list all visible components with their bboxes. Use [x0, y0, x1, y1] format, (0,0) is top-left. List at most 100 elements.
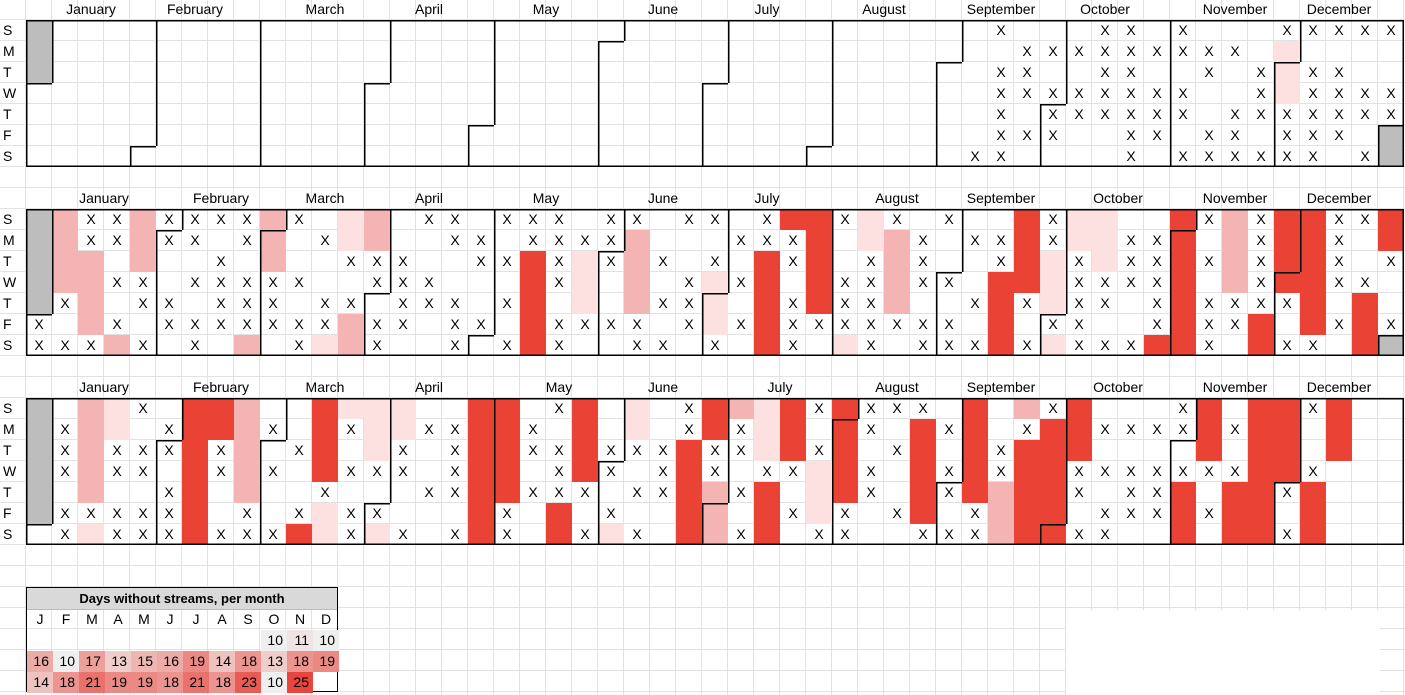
marked-day-cell: X [1256, 295, 1266, 311]
summary-value-cell [105, 630, 131, 651]
day-cell [520, 146, 546, 167]
red-day-cell [1352, 293, 1378, 314]
day-cell [442, 146, 468, 167]
day-cell [780, 83, 806, 104]
red-day-cell [1274, 272, 1300, 293]
marked-day-cell: X [52, 335, 78, 356]
month-label: May [545, 379, 573, 395]
day-cell [702, 230, 728, 251]
day-cell [234, 251, 260, 272]
pink-day-cell [78, 398, 104, 419]
marked-day-cell: X [1334, 232, 1344, 248]
red-day-cell [1274, 209, 1300, 230]
marked-day-cell: X [892, 316, 902, 332]
red-day-cell [1248, 503, 1274, 524]
red-day-cell [988, 272, 1014, 293]
marked-day-cell: X [996, 253, 1006, 269]
day-cell [338, 41, 364, 62]
marked-day-cell: X [910, 398, 936, 419]
day-cell [858, 62, 884, 83]
day-cell [624, 104, 650, 125]
day-cell [858, 20, 884, 41]
marked-day-cell: X [390, 251, 416, 272]
marked-day-cell: X [156, 440, 182, 461]
day-cell [104, 83, 130, 104]
red-day-cell [494, 461, 520, 482]
marked-day-cell: X [1126, 127, 1136, 143]
marked-day-cell: X [918, 316, 928, 332]
marked-day-cell: X [1378, 20, 1404, 41]
out-of-year-cell [1378, 146, 1404, 167]
pink-day-cell [104, 335, 130, 356]
weekday-label: T [3, 64, 12, 80]
red-day-cell [1300, 272, 1326, 293]
red-day-cell [754, 314, 780, 335]
marked-day-cell: X [1334, 64, 1344, 80]
day-cell [936, 62, 962, 83]
marked-day-cell: X [450, 463, 460, 479]
day-cell [988, 209, 1014, 230]
marked-day-cell: X [1126, 232, 1136, 248]
marked-day-cell: X [364, 335, 390, 356]
marked-day-cell: X [320, 484, 330, 500]
marked-day-cell: X [866, 421, 876, 437]
marked-day-cell: X [1360, 106, 1370, 122]
day-cell [910, 83, 936, 104]
marked-day-cell: X [1222, 146, 1248, 167]
day-cell [1378, 503, 1404, 524]
red-day-cell [182, 524, 208, 545]
marked-day-cell: X [1066, 482, 1092, 503]
marked-day-cell: X [684, 274, 694, 290]
marked-day-cell: X [1022, 127, 1032, 143]
red-day-cell [1040, 440, 1066, 461]
light-pink-day-cell [364, 398, 390, 419]
marked-day-cell: X [112, 442, 122, 458]
day-cell [858, 503, 884, 524]
day-cell [286, 104, 312, 125]
day-cell [1118, 209, 1144, 230]
marked-day-cell: X [1092, 335, 1118, 356]
marked-day-cell: X [1152, 232, 1162, 248]
marked-day-cell: X [866, 463, 876, 479]
day-cell [884, 125, 910, 146]
marked-day-cell: X [156, 293, 182, 314]
day-cell [208, 83, 234, 104]
summary-value-cell [27, 630, 53, 651]
red-day-cell [572, 440, 598, 461]
red-day-cell [312, 440, 338, 461]
day-cell [416, 104, 442, 125]
pink-day-cell [702, 524, 728, 545]
day-cell [728, 209, 754, 230]
day-cell [962, 41, 988, 62]
day-cell [598, 62, 624, 83]
day-cell [936, 146, 962, 167]
light-pink-day-cell [806, 461, 832, 482]
red-day-cell [1300, 482, 1326, 503]
red-day-cell [988, 314, 1014, 335]
marked-day-cell: X [112, 232, 122, 248]
weekday-label: M [3, 232, 15, 248]
marked-day-cell: X [1334, 85, 1344, 101]
day-cell [650, 62, 676, 83]
marked-day-cell: X [1274, 293, 1300, 314]
day-cell [676, 62, 702, 83]
summary-value-cell: 19 [105, 672, 131, 693]
day-cell [286, 41, 312, 62]
red-day-cell [1170, 272, 1196, 293]
day-cell [806, 125, 832, 146]
red-day-cell [962, 482, 988, 503]
day-cell [26, 104, 52, 125]
marked-day-cell: X [416, 209, 442, 230]
day-cell [1222, 62, 1248, 83]
pink-day-cell [78, 461, 104, 482]
marked-day-cell: X [1334, 106, 1344, 122]
day-cell [572, 209, 598, 230]
day-cell [442, 104, 468, 125]
summary-month-header: M [86, 611, 98, 627]
day-cell [598, 20, 624, 41]
marked-day-cell: X [1152, 43, 1162, 59]
red-day-cell [1066, 440, 1092, 461]
red-day-cell [754, 524, 780, 545]
day-cell [546, 293, 572, 314]
red-day-cell [494, 419, 520, 440]
